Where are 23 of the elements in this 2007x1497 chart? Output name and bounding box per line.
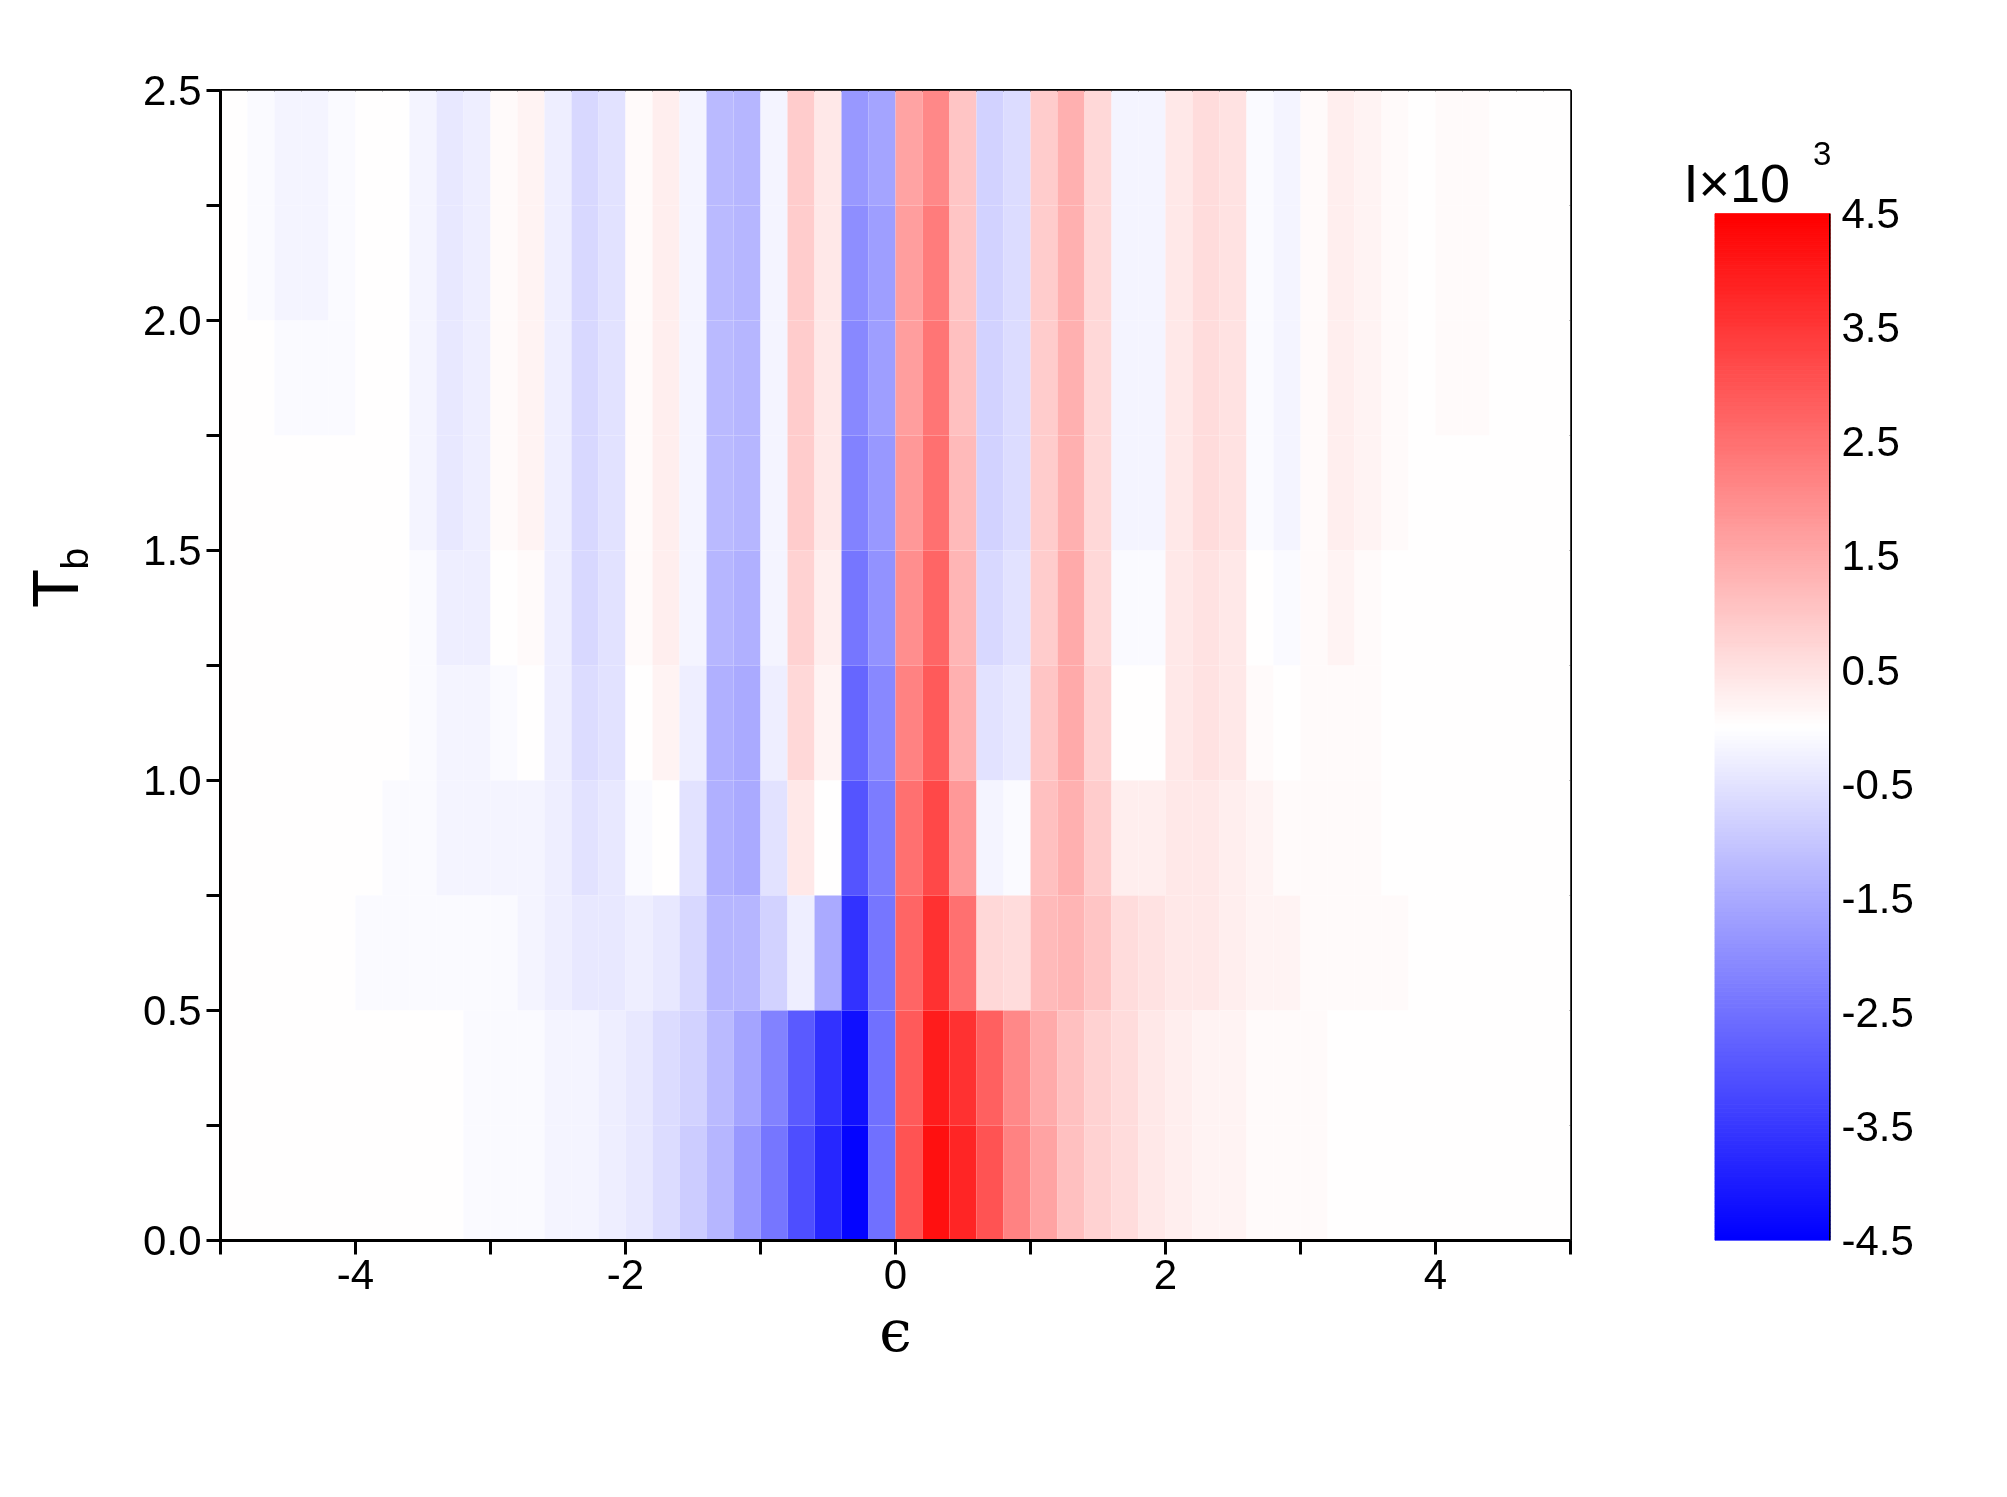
x-axis-title: ϵ (879, 1296, 912, 1365)
x-tick-label: -4 (336, 1250, 375, 1298)
color-bar-label: -0.5 (1841, 760, 1914, 808)
color-bar-label: 0.5 (1841, 646, 1900, 694)
color-bar-label: 1.5 (1841, 532, 1900, 580)
color-bar-label: -2.5 (1841, 988, 1914, 1036)
y-tick-label: 1.0 (143, 757, 202, 804)
color-bar-label: -3.5 (1841, 1102, 1914, 1150)
y-tick-label: 2.5 (143, 67, 202, 114)
color-bar-label: -4.5 (1841, 1217, 1914, 1264)
y-tick-label: 2.0 (143, 297, 202, 344)
y-tick-label: 0.0 (143, 1217, 202, 1264)
x-tick-label: 0 (883, 1250, 908, 1298)
y-tick-label: 0.5 (143, 987, 202, 1034)
color-bar-label: -1.5 (1841, 874, 1914, 922)
x-tick-label: -2 (606, 1250, 645, 1298)
color-bar-label: 2.5 (1841, 418, 1900, 466)
color-bar-label: 3.5 (1841, 304, 1900, 352)
color-bar-label: 4.5 (1841, 190, 1900, 238)
y-axis-title: Tb (19, 547, 97, 608)
x-tick-label: 4 (1423, 1250, 1448, 1298)
y-tick-label: 1.5 (143, 527, 202, 574)
x-tick-label: 2 (1153, 1250, 1178, 1298)
